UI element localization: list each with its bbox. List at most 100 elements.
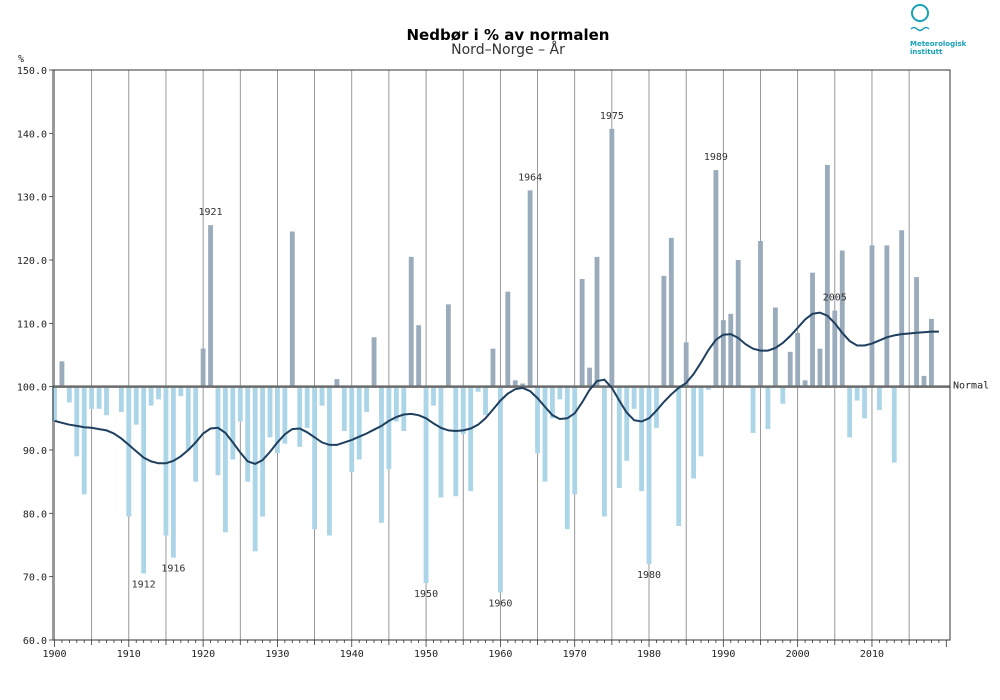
bar-1909 bbox=[118, 386, 124, 412]
bar-1981 bbox=[654, 386, 659, 428]
bar-2009 bbox=[862, 386, 867, 419]
bar-1968 bbox=[557, 386, 563, 400]
bar-1980 bbox=[646, 386, 652, 564]
met-logo-icon bbox=[911, 4, 929, 22]
bar-1928 bbox=[260, 386, 265, 517]
bar-2008 bbox=[854, 386, 860, 401]
annotation-1921: 1921 bbox=[199, 207, 223, 218]
bar-2006 bbox=[839, 250, 845, 387]
bar-1983 bbox=[668, 237, 674, 387]
bar-1965 bbox=[535, 386, 540, 454]
wave-icon bbox=[910, 26, 930, 32]
x-tick-label: 2010 bbox=[860, 649, 884, 660]
logo-text-line1: Meteorologisk bbox=[910, 40, 967, 48]
bar-1942 bbox=[364, 386, 370, 412]
bar-1979 bbox=[639, 386, 645, 492]
bar-1992 bbox=[735, 260, 741, 387]
bar-1964 bbox=[527, 190, 533, 387]
bars bbox=[52, 128, 934, 593]
bar-2004 bbox=[824, 165, 830, 387]
bar-1990 bbox=[720, 320, 726, 387]
bar-1939 bbox=[341, 386, 347, 431]
bar-1973 bbox=[594, 256, 600, 387]
y-tick-label: 130.0 bbox=[17, 193, 47, 204]
bar-1969 bbox=[564, 386, 570, 530]
bar-1915 bbox=[163, 386, 169, 536]
bar-1935 bbox=[312, 386, 318, 530]
bar-1999 bbox=[787, 351, 793, 387]
x-tick-label: 1990 bbox=[711, 649, 735, 660]
bar-1976 bbox=[616, 386, 622, 488]
bar-1970 bbox=[572, 386, 578, 495]
chart-subtitle: Nord–Norge – År bbox=[451, 41, 565, 58]
bar-1917 bbox=[178, 386, 184, 397]
y-tick-label: 90.0 bbox=[23, 446, 47, 457]
bar-1950 bbox=[423, 386, 429, 583]
bar-2018 bbox=[929, 318, 934, 387]
bar-1958 bbox=[483, 386, 488, 416]
bar-1949 bbox=[416, 325, 422, 387]
bar-1906 bbox=[96, 386, 102, 409]
bar-1984 bbox=[676, 386, 682, 526]
x-tick-labels: 1900 1910 1920 1930 1940 1950 1960 1970 1980 1990… bbox=[42, 649, 884, 660]
bar-1911 bbox=[133, 386, 139, 425]
plot-frame bbox=[52, 69, 951, 641]
bar-1943 bbox=[371, 337, 377, 387]
bar-1952 bbox=[438, 386, 444, 498]
bar-1951 bbox=[431, 386, 436, 406]
annotation-1916: 1916 bbox=[161, 564, 185, 575]
bar-1987 bbox=[698, 386, 704, 457]
chart-title: Nedbør i % av normalen bbox=[407, 26, 610, 44]
bar-1998 bbox=[780, 386, 786, 404]
bar-1961 bbox=[505, 291, 511, 387]
x-tick-label: 1940 bbox=[340, 649, 364, 660]
bar-1989 bbox=[713, 170, 719, 387]
y-tick-label: 70.0 bbox=[23, 573, 47, 584]
bar-1967 bbox=[549, 386, 555, 419]
bar-1977 bbox=[624, 386, 630, 461]
grid bbox=[54, 70, 910, 640]
bar-2001 bbox=[802, 380, 808, 387]
bar-1916 bbox=[170, 386, 176, 558]
bar-1926 bbox=[245, 386, 251, 482]
x-tick-label: 1980 bbox=[637, 649, 661, 660]
bar-1996 bbox=[765, 386, 771, 430]
bar-2013 bbox=[891, 386, 897, 463]
bar-1974 bbox=[602, 386, 607, 517]
bar-2000 bbox=[795, 332, 801, 387]
bar-1954 bbox=[453, 386, 459, 497]
y-tick-labels: 60.0 70.0 80.0 90.0 100.0 110.0 120.0 130.0 140.… bbox=[17, 66, 53, 647]
annotations: 1912 1916 1921 1950 1960 1964 1975 1980 1989 2005 bbox=[132, 111, 847, 610]
bar-1944 bbox=[379, 386, 384, 523]
y-tick-label: 120.0 bbox=[17, 256, 47, 267]
bar-1932 bbox=[289, 231, 295, 387]
bar-2005 bbox=[832, 310, 838, 387]
bar-2003 bbox=[817, 348, 823, 387]
bar-1986 bbox=[691, 386, 697, 479]
annotation-1912: 1912 bbox=[132, 580, 156, 591]
bar-2012 bbox=[884, 245, 890, 387]
bar-1903 bbox=[74, 386, 80, 457]
bar-1978 bbox=[631, 386, 637, 409]
y-tick-label: 80.0 bbox=[23, 509, 47, 520]
bar-1914 bbox=[156, 386, 161, 400]
y-tick-label: 100.0 bbox=[17, 383, 47, 394]
logo-text-line2: institutt bbox=[910, 48, 943, 56]
bar-2007 bbox=[847, 386, 853, 438]
bar-1946 bbox=[393, 386, 399, 422]
bar-1953 bbox=[445, 304, 451, 387]
x-tick-label: 1920 bbox=[191, 649, 215, 660]
annotation-1950: 1950 bbox=[414, 589, 438, 600]
bar-1925 bbox=[237, 386, 243, 422]
bar-2010 bbox=[869, 245, 875, 387]
x-tick-label: 1960 bbox=[488, 649, 512, 660]
bar-1975 bbox=[609, 128, 615, 387]
y-tick-label: 150.0 bbox=[17, 66, 47, 77]
normal-label: Normal bbox=[953, 381, 989, 392]
bar-1956 bbox=[468, 386, 474, 492]
bar-1920 bbox=[200, 348, 206, 387]
y-tick-label: 110.0 bbox=[17, 319, 47, 330]
bar-2002 bbox=[810, 272, 815, 387]
bar-1913 bbox=[148, 386, 154, 406]
